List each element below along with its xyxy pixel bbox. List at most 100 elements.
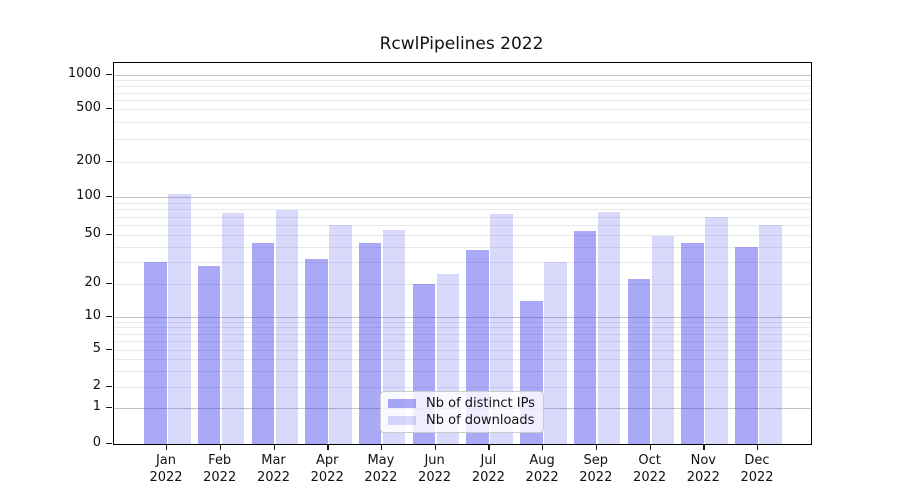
plot-area: [113, 62, 812, 445]
bar-downloads: [168, 194, 191, 444]
y-tick-mark: [106, 386, 112, 388]
x-tick-label: Oct 2022: [618, 452, 682, 486]
y-tick-label: 200: [76, 153, 101, 168]
gridline-minor: [114, 333, 811, 335]
bar-distinct-ips: [197, 265, 221, 444]
gridline-minor: [114, 327, 811, 329]
gridline-minor: [114, 209, 811, 211]
x-tick-mark: [380, 444, 383, 450]
y-tick-mark: [106, 108, 112, 110]
x-tick-label: Aug 2022: [510, 452, 574, 486]
y-tick-mark: [106, 283, 112, 285]
legend: Nb of distinct IPs Nb of downloads: [380, 391, 544, 433]
legend-swatch-downloads: [388, 416, 416, 425]
bar-downloads: [490, 214, 513, 444]
bar-downloads: [705, 217, 728, 444]
gridline-minor: [114, 92, 811, 94]
x-tick-label: Jul 2022: [456, 452, 520, 486]
x-tick-year: 2022: [686, 470, 720, 485]
bar-downloads: [329, 224, 352, 444]
y-tick-mark: [106, 315, 112, 317]
x-tick-month: Dec: [744, 453, 770, 468]
x-tick-month: Jan: [155, 453, 177, 468]
x-tick-year: 2022: [149, 470, 183, 485]
bar-distinct-ips: [251, 242, 274, 444]
gridline-minor: [114, 321, 811, 323]
x-tick-year: 2022: [203, 470, 237, 485]
bar-distinct-ips: [144, 262, 167, 444]
x-tick-mark: [434, 444, 436, 450]
y-tick-label: 5: [92, 341, 101, 356]
x-tick-month: Aug: [529, 453, 555, 468]
legend-label-downloads: Nb of downloads: [426, 413, 535, 428]
y-tick-mark: [106, 349, 112, 351]
x-tick-month: Mar: [261, 453, 286, 468]
gridline-decade: [114, 316, 811, 318]
x-tick-mark: [542, 444, 544, 450]
legend-item-downloads: Nb of downloads: [388, 413, 537, 428]
bar-downloads: [544, 262, 567, 444]
bar-distinct-ips: [573, 230, 597, 444]
chart-title: RcwlPipelines 2022: [379, 34, 544, 54]
y-tick-mark: [106, 196, 112, 198]
bar-downloads: [759, 224, 782, 444]
legend-item-distinct-ips: Nb of distinct IPs: [388, 396, 537, 411]
y-tick-label: 1000: [67, 66, 101, 81]
x-tick-label: Sep 2022: [564, 452, 628, 486]
y-tick-mark: [106, 443, 112, 445]
x-tick-mark: [703, 444, 705, 450]
x-tick-label: Mar 2022: [242, 452, 306, 486]
x-tick-month: Jun: [424, 453, 445, 468]
x-tick-year: 2022: [525, 470, 559, 485]
y-tick-mark: [106, 161, 112, 163]
x-tick-year: 2022: [471, 470, 505, 485]
x-tick-label: Apr 2022: [295, 452, 359, 486]
x-tick-label: Dec 2022: [725, 452, 789, 486]
gridline-minor: [114, 341, 811, 343]
y-tick-mark: [106, 407, 112, 409]
gridline-minor: [114, 370, 811, 372]
gridline-minor: [114, 162, 811, 163]
y-tick-label: 20: [84, 275, 101, 290]
x-tick-month: Feb: [208, 453, 232, 468]
x-tick-mark: [166, 444, 168, 450]
gridline-minor: [114, 350, 811, 351]
gridline-minor: [114, 234, 811, 236]
gridline-minor: [114, 100, 811, 102]
x-tick-mark: [649, 444, 651, 450]
gridline-minor: [114, 138, 811, 140]
bar-distinct-ips: [681, 242, 704, 444]
x-tick-month: Nov: [690, 453, 716, 468]
x-tick-year: 2022: [418, 470, 452, 485]
x-tick-label: Nov 2022: [671, 452, 735, 486]
x-tick-mark: [488, 444, 490, 450]
gridline-minor: [114, 262, 811, 264]
bar-distinct-ips: [358, 242, 382, 444]
bar-downloads: [275, 209, 298, 444]
gridline-minor: [114, 284, 811, 285]
x-tick-label: Jun 2022: [403, 452, 467, 486]
x-tick-mark: [219, 444, 222, 450]
x-tick-mark: [757, 444, 759, 450]
bar-downloads: [221, 213, 245, 444]
x-tick-mark: [273, 444, 275, 450]
y-tick-label: 1: [92, 399, 101, 414]
x-tick-month: Oct: [638, 453, 661, 468]
y-tick-label: 10: [84, 307, 101, 323]
y-tick-label: 100: [76, 188, 101, 203]
x-tick-label: Jan 2022: [134, 452, 198, 486]
gridline-minor: [114, 216, 811, 218]
x-tick-month: Jul: [480, 453, 497, 468]
gridline-decade: [114, 75, 811, 76]
bar-downloads: [382, 229, 406, 444]
y-tick-label: 2: [92, 378, 101, 393]
x-tick-year: 2022: [256, 470, 291, 485]
bar-distinct-ips: [305, 258, 328, 444]
bar-downloads: [597, 212, 621, 444]
x-tick-year: 2022: [310, 470, 344, 485]
legend-label-distinct-ips: Nb of distinct IPs: [426, 396, 535, 411]
bar-distinct-ips: [735, 246, 758, 444]
x-tick-year: 2022: [633, 470, 667, 485]
gridline-minor: [114, 121, 811, 123]
